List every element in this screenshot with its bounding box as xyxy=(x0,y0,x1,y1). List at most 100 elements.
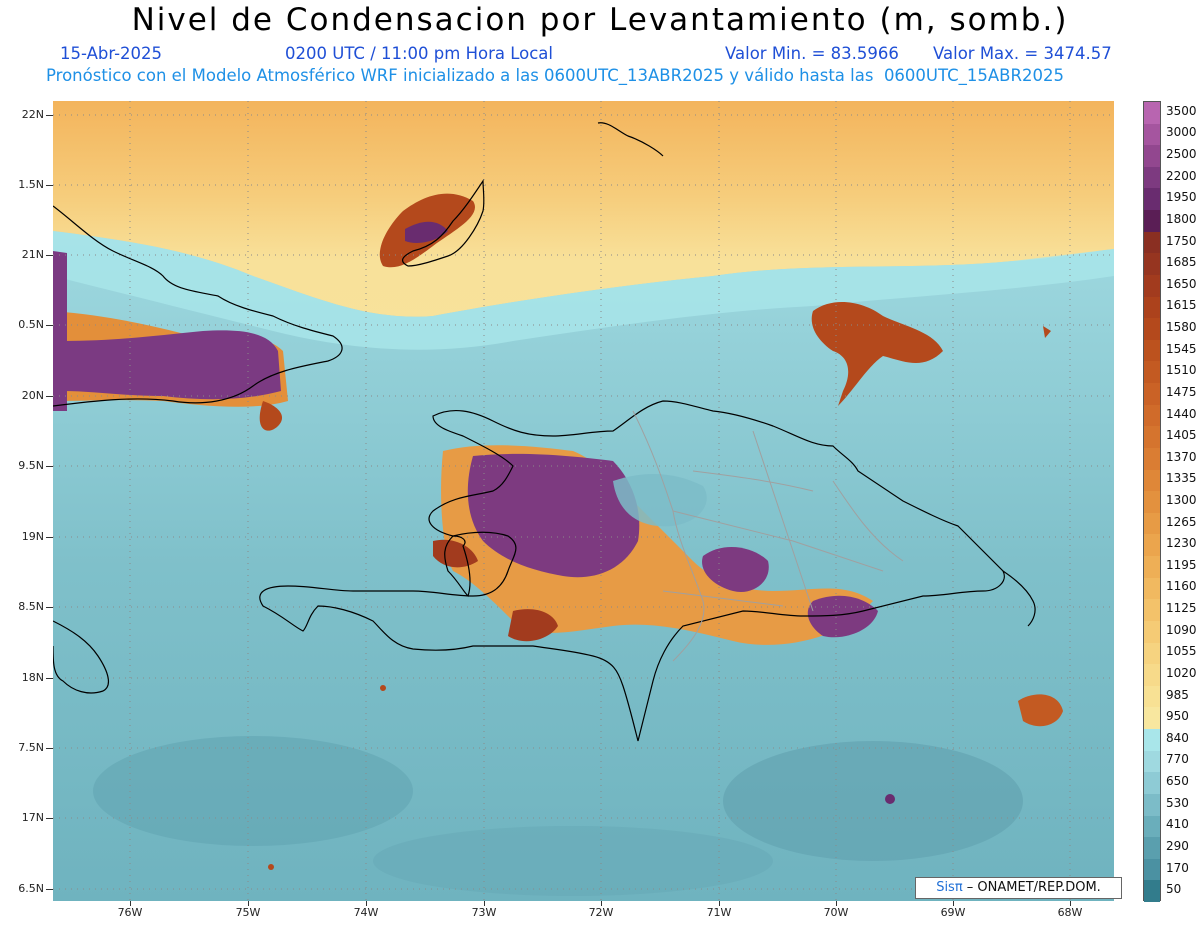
colorbar-segment xyxy=(1144,102,1160,125)
colorbar-segment xyxy=(1144,231,1160,254)
min-value: Valor Min. = 83.5966 xyxy=(725,44,899,63)
colorbar-label: 1265 xyxy=(1166,514,1197,529)
transition-band xyxy=(53,231,1114,350)
lat-label: 6.5N xyxy=(18,882,44,895)
colorbar-segment xyxy=(1144,383,1160,406)
colorbar-label: 1335 xyxy=(1166,471,1197,486)
colorbar-segment xyxy=(1144,793,1160,816)
colorbar-label: 1020 xyxy=(1166,665,1197,680)
lat-label: 17N xyxy=(21,811,44,824)
colorbar-segment xyxy=(1144,491,1160,514)
lat-lon-grid xyxy=(53,101,1114,901)
colorbar-label: 1160 xyxy=(1166,579,1197,594)
colorbar-label: 1615 xyxy=(1166,298,1197,313)
lon-label: 75W xyxy=(235,906,261,919)
colorbar-segment xyxy=(1144,469,1160,492)
colorbar-label: 1580 xyxy=(1166,320,1197,335)
lat-label: 8.5N xyxy=(18,600,44,613)
lon-label: 74W xyxy=(353,906,379,919)
colorbar-label: 1405 xyxy=(1166,428,1197,443)
colorbar-segment xyxy=(1144,123,1160,146)
colorbar-segment xyxy=(1144,339,1160,362)
lon-label: 76W xyxy=(117,906,143,919)
lon-label: 68W xyxy=(1057,906,1083,919)
colorbar-segment xyxy=(1144,837,1160,860)
colorbar-label: 1300 xyxy=(1166,493,1197,507)
colorbar-segment xyxy=(1144,145,1160,168)
lon-label: 72W xyxy=(588,906,614,919)
map-graphic xyxy=(53,101,1114,901)
lon-label: 69W xyxy=(940,906,966,919)
colorbar-label: 3000 xyxy=(1166,125,1197,140)
colorbar-label: 1195 xyxy=(1166,557,1197,572)
colorbar-label: 1800 xyxy=(1166,211,1197,226)
colorbar-label: 290 xyxy=(1166,838,1189,853)
lat-label: 18N xyxy=(21,671,44,684)
colorbar-segment xyxy=(1144,815,1160,838)
colorbar-label: 1650 xyxy=(1166,276,1197,291)
lat-label: 1.5N xyxy=(18,178,44,191)
credit-text: – ONAMET/REP.DOM. xyxy=(962,880,1101,895)
forecast-time: 0200 UTC / 11:00 pm Hora Local xyxy=(285,44,553,63)
colorbar xyxy=(1143,101,1161,903)
lat-label: 7.5N xyxy=(18,741,44,754)
colorbar-label: 3500 xyxy=(1166,103,1197,118)
lat-label: 22N xyxy=(21,108,44,121)
province-boundaries xyxy=(632,410,904,662)
eastern-plume-patch xyxy=(811,301,943,406)
colorbar-segment xyxy=(1144,664,1160,687)
credit-box: Sisπ – ONAMET/REP.DOM. xyxy=(915,877,1122,899)
colorbar-segment xyxy=(1144,556,1160,579)
colorbar-segment xyxy=(1144,188,1160,211)
lat-label: 21N xyxy=(21,248,44,261)
colorbar-label: 1125 xyxy=(1166,601,1197,616)
colorbar-segment xyxy=(1144,642,1160,665)
colorbar-segment xyxy=(1144,858,1160,881)
colorbar-segment xyxy=(1144,210,1160,233)
colorbar-segment xyxy=(1144,750,1160,773)
colorbar-segment xyxy=(1144,318,1160,341)
colorbar-segment xyxy=(1144,361,1160,384)
colorbar-label: 1475 xyxy=(1166,384,1197,399)
max-value: Valor Max. = 3474.57 xyxy=(933,44,1112,63)
colorbar-label: 410 xyxy=(1166,817,1189,832)
colorbar-segment xyxy=(1144,599,1160,622)
colorbar-label: 770 xyxy=(1166,752,1189,767)
colorbar-label: 1950 xyxy=(1166,190,1197,205)
lcl-map xyxy=(53,101,1114,901)
colorbar-label: 50 xyxy=(1166,882,1182,897)
colorbar-label: 950 xyxy=(1166,709,1189,724)
colorbar-label: 650 xyxy=(1166,774,1189,789)
credit-brand: Sisπ xyxy=(936,880,963,895)
colorbar-segment xyxy=(1144,729,1160,752)
colorbar-label: 1090 xyxy=(1166,622,1197,637)
colorbar-label: 1685 xyxy=(1166,255,1197,270)
lat-label: 0.5N xyxy=(18,318,44,331)
colorbar-segment xyxy=(1144,772,1160,795)
colorbar-segment xyxy=(1144,166,1160,189)
lon-label: 73W xyxy=(471,906,497,919)
colorbar-label: 1510 xyxy=(1166,363,1197,378)
lat-label: 20N xyxy=(21,389,44,402)
cuba-purple-patch xyxy=(63,330,281,400)
colorbar-segment xyxy=(1144,685,1160,708)
colorbar-segment xyxy=(1144,447,1160,471)
colorbar-segment xyxy=(1144,512,1160,535)
colorbar-label: 1750 xyxy=(1166,233,1197,248)
colorbar-label: 2500 xyxy=(1166,147,1197,162)
colorbar-label: 1440 xyxy=(1166,406,1197,421)
forecast-date: 15-Abr-2025 xyxy=(60,44,163,63)
colorbar-label: 530 xyxy=(1166,795,1189,810)
colorbar-label: 1545 xyxy=(1166,341,1197,356)
colorbar-label: 170 xyxy=(1166,860,1189,875)
colorbar-label: 985 xyxy=(1166,687,1189,702)
lat-label: 19N xyxy=(21,530,44,543)
colorbar-label: 1055 xyxy=(1166,644,1197,659)
colorbar-segment xyxy=(1144,577,1160,600)
lon-label: 71W xyxy=(706,906,732,919)
bahamas-coast xyxy=(401,179,485,267)
coastlines xyxy=(53,122,1036,742)
colorbar-segment xyxy=(1144,880,1160,903)
colorbar-label: 2200 xyxy=(1166,168,1197,183)
colorbar-segment xyxy=(1144,404,1160,427)
